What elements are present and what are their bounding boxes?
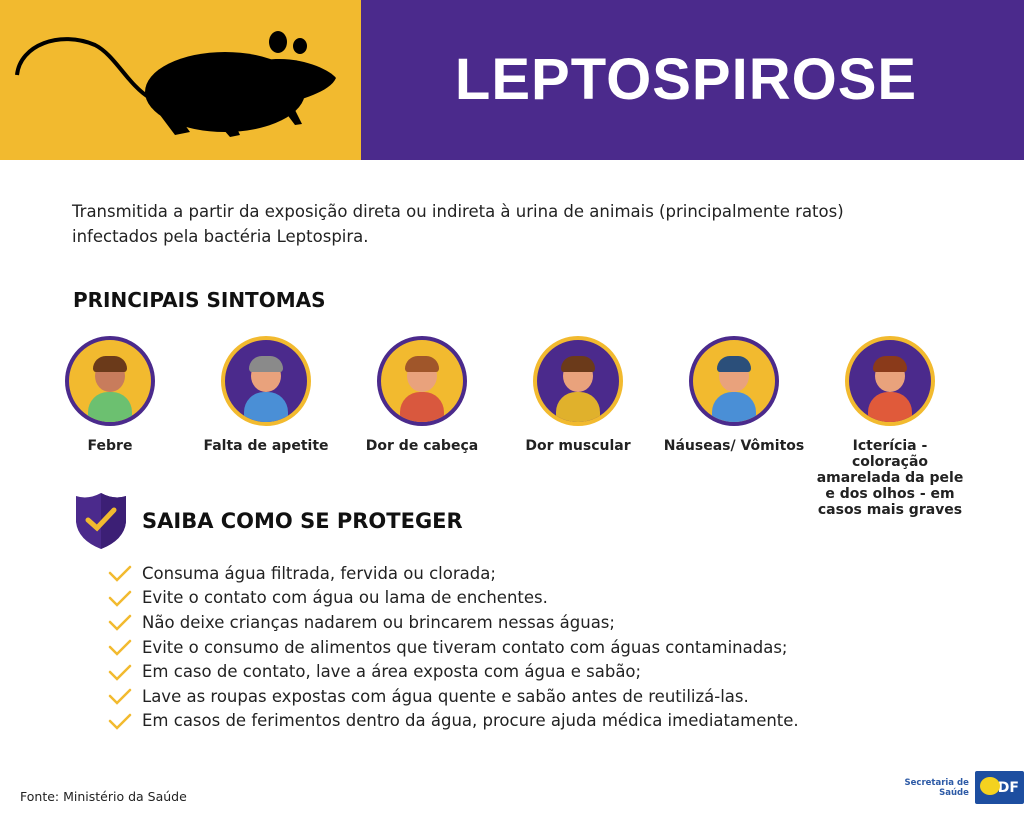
jaundice-icon (845, 336, 935, 426)
list-item-text: Evite o contato com água ou lama de ench… (142, 588, 548, 608)
rat-silhouette-icon (15, 31, 336, 137)
symptom-label: Náuseas/ Vômitos (663, 438, 805, 454)
check-icon (108, 689, 132, 706)
secretaria-logo-text: Secretaria de Saúde (904, 777, 969, 798)
check-icon (108, 590, 132, 607)
list-item-text: Consuma água filtrada, fervida ou clorad… (142, 563, 496, 583)
no-appetite-icon (221, 336, 311, 426)
symptom-item: Dor muscular (503, 336, 653, 454)
list-item: Consuma água filtrada, fervida ou clorad… (108, 561, 799, 586)
symptom-label: Dor de cabeça (365, 438, 479, 454)
fever-icon (65, 336, 155, 426)
list-item: Em casos de ferimentos dentro da água, p… (108, 709, 799, 734)
protect-heading: SAIBA COMO SE PROTEGER (142, 509, 463, 533)
list-item: Em caso de contato, lave a área exposta … (108, 659, 799, 684)
check-icon (108, 664, 132, 681)
symptoms-heading: PRINCIPAIS SINTOMAS (73, 288, 326, 312)
list-item: Não deixe crianças nadarem ou brincarem … (108, 610, 799, 635)
list-item-text: Em caso de contato, lave a área exposta … (142, 662, 642, 682)
symptom-item: Icterícia - coloração amarelada da pele … (815, 336, 965, 518)
protect-list: Consuma água filtrada, fervida ou clorad… (108, 561, 799, 733)
muscle-pain-icon (533, 336, 623, 426)
symptom-item: Febre (35, 336, 185, 454)
symptom-item: Falta de apetite (191, 336, 341, 454)
check-icon (108, 566, 132, 583)
symptom-item: Dor de cabeça (347, 336, 497, 454)
headache-icon (377, 336, 467, 426)
intro-text: Transmitida a partir da exposição direta… (72, 202, 844, 246)
list-item: Evite o contato com água ou lama de ench… (108, 586, 799, 611)
source-note: Fonte: Ministério da Saúde (20, 789, 187, 804)
list-item-text: Lave as roupas expostas com água quente … (142, 686, 749, 706)
symptom-label: Dor muscular (525, 438, 631, 454)
header-title-panel (361, 0, 1024, 160)
tree-icon (979, 777, 1000, 795)
check-icon (108, 615, 132, 632)
page-title: LEPTOSPIROSE (454, 47, 918, 112)
list-item: Evite o consumo de alimentos que tiveram… (108, 635, 799, 660)
shield-check-icon (76, 493, 126, 549)
symptom-label: Falta de apetite (203, 438, 329, 454)
check-icon (108, 713, 132, 730)
gdf-logo-badge: GDF (974, 771, 1024, 804)
symptom-label: Febre (87, 438, 133, 454)
gdf-logo: Secretaria de Saúde GDF (888, 771, 1024, 804)
symptom-item: Náuseas/ Vômitos (659, 336, 809, 454)
nausea-icon (689, 336, 779, 426)
list-item: Lave as roupas expostas com água quente … (108, 684, 799, 709)
list-item-text: Evite o consumo de alimentos que tiveram… (142, 637, 788, 657)
list-item-text: Em casos de ferimentos dentro da água, p… (142, 711, 799, 731)
check-icon (108, 639, 132, 656)
symptom-label: Icterícia - coloração amarelada da pele … (816, 438, 964, 518)
list-item-text: Não deixe crianças nadarem ou brincarem … (142, 612, 615, 632)
header-image-panel (0, 0, 361, 160)
